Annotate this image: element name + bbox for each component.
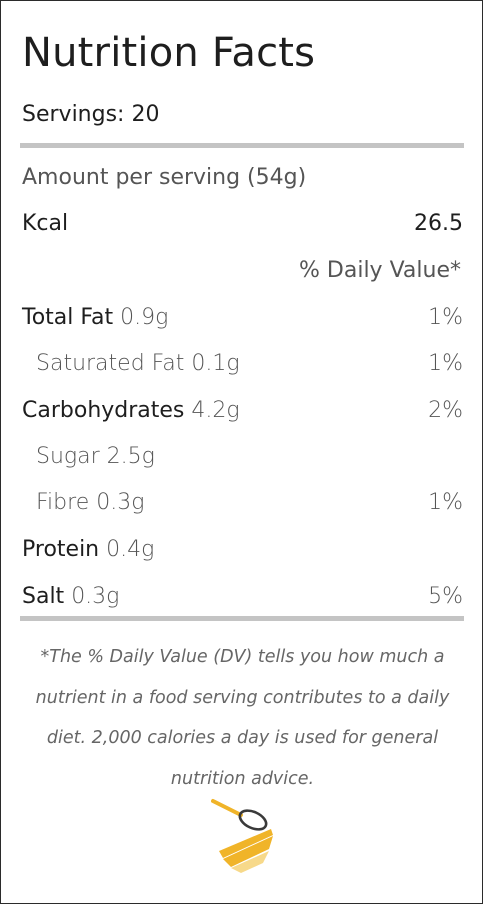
nutrition-title: Nutrition Facts: [22, 30, 316, 76]
nutrient-daily-value: 1%: [428, 350, 463, 376]
nutrient-row: Fibre 0.3g 1%: [36, 487, 463, 517]
daily-value-footnote: *The % Daily Value (DV) tells you how mu…: [35, 647, 450, 789]
kcal-value: 26.5: [414, 210, 463, 236]
nutrient-row: Salt 0.3g 5%: [22, 581, 463, 611]
nutrient-label: Total Fat: [22, 304, 114, 330]
nutrient-row: Total Fat 0.9g 1%: [22, 302, 463, 332]
whisk-bowl-icon: [211, 799, 273, 873]
nutrient-daily-value: 1%: [428, 304, 463, 330]
nutrient-row: Saturated Fat 0.1g 1%: [36, 348, 463, 378]
kcal-label: Kcal: [22, 210, 69, 236]
nutrient-label: Sugar: [36, 443, 100, 469]
daily-value-header: % Daily Value*: [299, 258, 461, 283]
divider-top: [20, 143, 464, 148]
nutrient-row: Carbohydrates 4.2g 2%: [22, 395, 463, 425]
nutrient-amount: 0.3g: [96, 489, 145, 515]
nutrient-daily-value: 2%: [428, 397, 463, 423]
divider-bottom: [20, 616, 464, 621]
nutrient-amount: 0.9g: [120, 304, 169, 330]
amount-per-serving: Amount per serving (54g): [22, 165, 307, 190]
nutrient-amount: 4.2g: [191, 397, 240, 423]
nutrient-label: Fibre: [36, 489, 90, 515]
nutrient-amount: 0.3g: [71, 583, 120, 609]
nutrient-daily-value: 5%: [428, 583, 463, 609]
servings-label: Servings: 20: [22, 102, 160, 127]
nutrient-amount: 2.5g: [106, 443, 155, 469]
nutrient-row: Protein 0.4g: [22, 534, 463, 564]
nutrient-amount: 0.1g: [191, 350, 240, 376]
nutrient-label: Protein: [22, 536, 100, 562]
nutrient-label: Salt: [22, 583, 65, 609]
nutrient-amount: 0.4g: [106, 536, 155, 562]
nutrient-row: Sugar 2.5g: [36, 441, 463, 471]
nutrient-label: Carbohydrates: [22, 397, 185, 423]
nutrient-label: Saturated Fat: [36, 350, 185, 376]
nutrient-daily-value: 1%: [428, 489, 463, 515]
kcal-row: Kcal 26.5: [22, 208, 463, 238]
